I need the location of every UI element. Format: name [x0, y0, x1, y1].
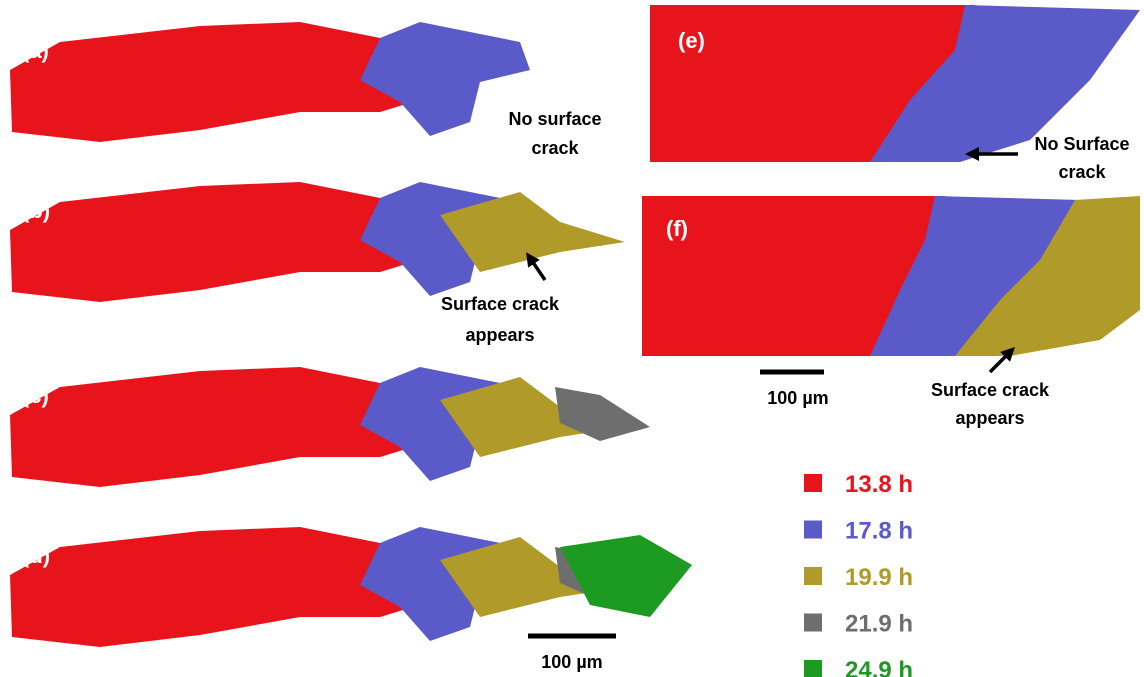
crack-region	[360, 22, 530, 136]
legend-label: 17.8 h	[845, 518, 913, 545]
annotation: appears	[955, 408, 1024, 428]
panel-label: (f)	[666, 216, 688, 241]
legend-swatch	[804, 660, 822, 677]
annotation: crack	[1058, 162, 1106, 182]
panel-label: (e)	[678, 28, 705, 53]
annotation: No surface	[508, 109, 601, 129]
annotation: crack	[531, 138, 579, 158]
legend-label: 13.8 h	[845, 471, 913, 498]
legend-swatch	[804, 614, 822, 632]
arrow	[530, 258, 545, 280]
annotation: appears	[465, 325, 534, 345]
panel-c	[10, 367, 650, 487]
legend-swatch	[804, 521, 822, 539]
legend-label: 21.9 h	[845, 611, 913, 638]
panel-label: (a)	[22, 38, 49, 63]
legend-swatch	[804, 567, 822, 585]
panel-label: (d)	[22, 543, 50, 568]
annotation: Surface crack	[931, 380, 1050, 400]
panel-f	[642, 196, 1140, 356]
legend-swatch	[804, 474, 822, 492]
legend-label: 24.9 h	[845, 657, 913, 677]
panel-label: (b)	[22, 198, 50, 223]
panel-label: (c)	[22, 383, 49, 408]
panel-d	[10, 527, 692, 647]
panel-b	[10, 182, 625, 302]
legend-label: 19.9 h	[845, 564, 913, 591]
figure: (a) (b) (c) (d) (e) (f) No surface crack…	[0, 0, 1144, 677]
annotation: No Surface	[1034, 134, 1129, 154]
crack-region	[560, 535, 692, 617]
scale-bar-label: 100 µm	[541, 652, 602, 672]
scale-bar-label: 100 µm	[767, 388, 828, 408]
legend: 13.8 h 17.8 h 19.9 h 21.9 h 24.9 h	[804, 471, 913, 677]
annotation: Surface crack	[441, 294, 560, 314]
panel-a	[10, 22, 530, 142]
